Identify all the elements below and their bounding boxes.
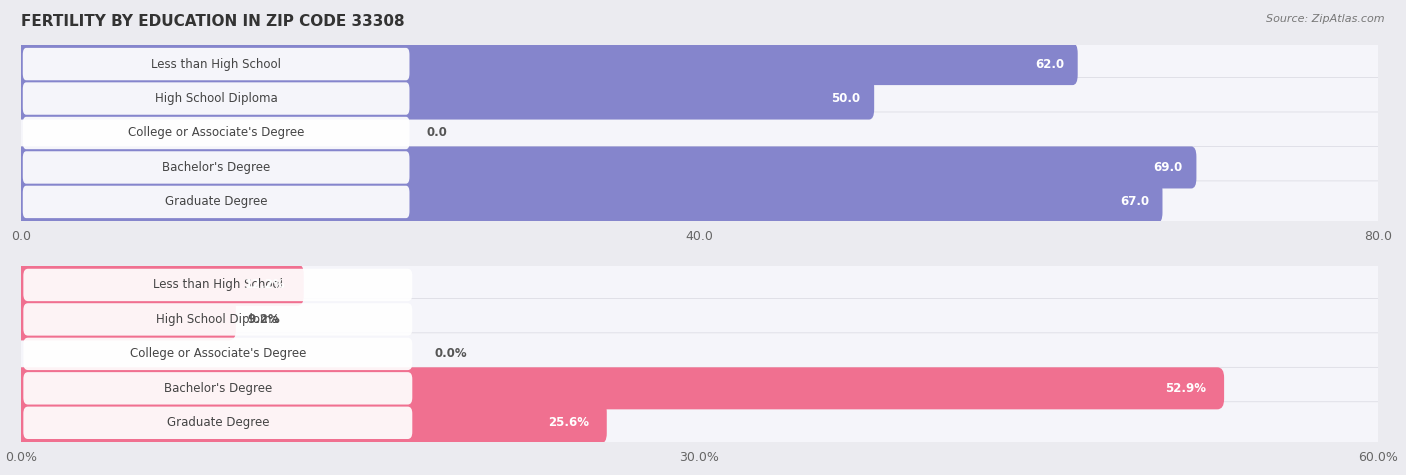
Text: Bachelor's Degree: Bachelor's Degree [162, 161, 270, 174]
Text: High School Diploma: High School Diploma [155, 92, 277, 105]
Text: Graduate Degree: Graduate Degree [165, 195, 267, 209]
FancyBboxPatch shape [14, 264, 1385, 306]
FancyBboxPatch shape [15, 112, 1384, 154]
Text: College or Associate's Degree: College or Associate's Degree [128, 126, 304, 140]
FancyBboxPatch shape [15, 181, 1384, 223]
FancyBboxPatch shape [24, 372, 412, 405]
FancyBboxPatch shape [15, 43, 1384, 85]
FancyBboxPatch shape [22, 82, 409, 115]
FancyBboxPatch shape [14, 333, 1385, 375]
FancyBboxPatch shape [24, 269, 412, 301]
FancyBboxPatch shape [22, 48, 409, 80]
Text: 52.9%: 52.9% [1166, 382, 1206, 395]
Text: 50.0: 50.0 [831, 92, 860, 105]
FancyBboxPatch shape [14, 298, 236, 341]
Text: Less than High School: Less than High School [150, 57, 281, 71]
FancyBboxPatch shape [22, 151, 409, 184]
FancyBboxPatch shape [24, 407, 412, 439]
Text: 9.2%: 9.2% [247, 313, 280, 326]
FancyBboxPatch shape [22, 186, 409, 218]
Text: 62.0: 62.0 [1035, 57, 1064, 71]
Text: FERTILITY BY EDUCATION IN ZIP CODE 33308: FERTILITY BY EDUCATION IN ZIP CODE 33308 [21, 14, 405, 29]
FancyBboxPatch shape [14, 367, 1225, 409]
Text: High School Diploma: High School Diploma [156, 313, 280, 326]
Text: 25.6%: 25.6% [548, 416, 589, 429]
Text: 0.0%: 0.0% [434, 347, 468, 361]
Text: 0.0: 0.0 [426, 126, 447, 140]
FancyBboxPatch shape [14, 298, 1385, 341]
FancyBboxPatch shape [15, 146, 1384, 189]
Text: Bachelor's Degree: Bachelor's Degree [163, 382, 271, 395]
FancyBboxPatch shape [14, 264, 304, 306]
FancyBboxPatch shape [15, 77, 875, 120]
Text: College or Associate's Degree: College or Associate's Degree [129, 347, 307, 361]
FancyBboxPatch shape [15, 77, 1384, 120]
Text: Less than High School: Less than High School [153, 278, 283, 292]
FancyBboxPatch shape [15, 146, 1197, 189]
FancyBboxPatch shape [14, 402, 1385, 444]
Text: 67.0: 67.0 [1119, 195, 1149, 209]
Text: Graduate Degree: Graduate Degree [166, 416, 269, 429]
FancyBboxPatch shape [15, 43, 1077, 85]
Text: Source: ZipAtlas.com: Source: ZipAtlas.com [1267, 14, 1385, 24]
FancyBboxPatch shape [24, 303, 412, 336]
FancyBboxPatch shape [15, 181, 1163, 223]
FancyBboxPatch shape [14, 402, 607, 444]
FancyBboxPatch shape [14, 367, 1385, 409]
FancyBboxPatch shape [22, 117, 409, 149]
FancyBboxPatch shape [24, 338, 412, 370]
Text: 69.0: 69.0 [1153, 161, 1182, 174]
Text: 12.2%: 12.2% [245, 278, 285, 292]
